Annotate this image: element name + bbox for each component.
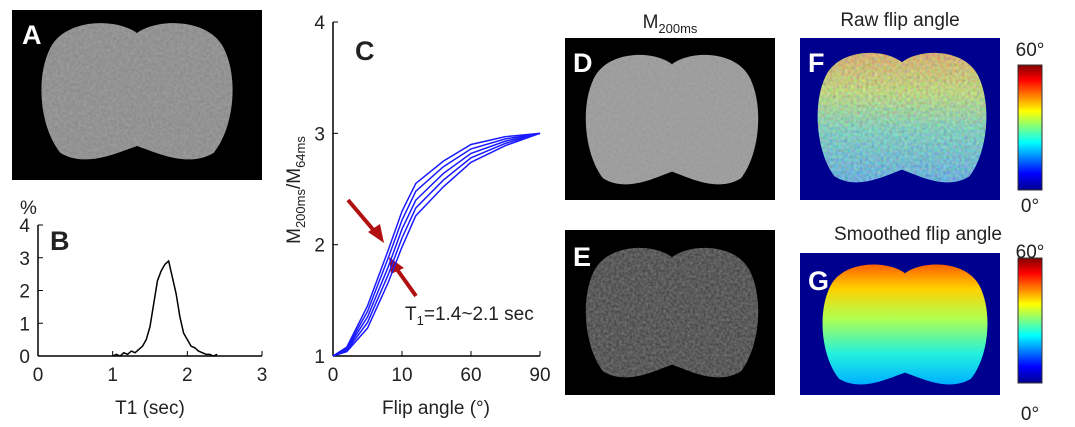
y-tick-label: 1	[314, 347, 325, 368]
y-tick-label: 3	[19, 249, 30, 270]
brain-texture	[585, 247, 759, 378]
y-tick-label: 1	[19, 314, 30, 335]
colorbar-max: 60°	[1016, 242, 1045, 263]
y-tick-label: 2	[314, 236, 325, 257]
x-tick-label: 0	[328, 365, 339, 386]
colorbar-max: 60°	[1016, 40, 1045, 61]
title-part: M	[643, 12, 659, 33]
panel-title: Smoothed flip angle	[834, 224, 1002, 245]
y-label-part: 200ms	[293, 189, 308, 229]
colorbar-min: 0°	[1021, 196, 1039, 217]
annotation-part: =1.4~2.1 sec	[424, 304, 534, 325]
y-label: %	[20, 198, 37, 219]
brain-texture	[585, 54, 759, 185]
arrow	[346, 198, 378, 235]
y-label-part: 64ms	[293, 136, 308, 168]
y-tick-label: 4	[19, 216, 30, 237]
line	[112, 259, 218, 357]
y-label-part: M	[284, 228, 305, 244]
colorbar	[1017, 64, 1043, 191]
annotation-part: 1	[417, 313, 424, 328]
panel-label: G	[808, 266, 829, 296]
y-label: M200ms/M64ms	[284, 136, 308, 244]
line	[332, 132, 541, 357]
x-label: Flip angle (°)	[382, 398, 490, 419]
x-tick-label: 3	[257, 365, 268, 386]
line	[332, 132, 541, 357]
panel-label: F	[808, 48, 825, 78]
panel-label: A	[22, 20, 42, 50]
x-label: T1 (sec)	[115, 398, 185, 419]
panel-title: Raw flip angle	[840, 10, 959, 31]
line	[332, 132, 541, 357]
flip-map	[822, 264, 988, 385]
x-tick-label: 60	[460, 365, 481, 386]
x-tick-label: 90	[529, 365, 550, 386]
arrow	[394, 266, 418, 298]
y-tick-label: 0	[19, 347, 30, 368]
x-tick-label: 0	[33, 365, 44, 386]
annotation: T1=1.4~2.1 sec	[405, 304, 534, 328]
y-tick-label: 2	[19, 282, 30, 303]
x-tick-label: 2	[182, 365, 193, 386]
panel-label: B	[50, 226, 70, 256]
annotation-part: T	[405, 304, 417, 325]
arrow-head	[368, 224, 384, 243]
y-label-part: /M	[284, 168, 305, 189]
flip-noise	[817, 52, 987, 183]
colorbar	[1017, 257, 1043, 384]
title-part: 200ms	[658, 21, 698, 36]
colorbar-min: 0°	[1021, 404, 1039, 425]
line	[332, 132, 541, 357]
panel-title: M200ms	[643, 12, 698, 36]
y-tick-label: 4	[314, 13, 325, 34]
y-tick-label: 3	[314, 124, 325, 145]
x-tick-label: 10	[391, 365, 412, 386]
panel-label: C	[355, 36, 375, 66]
line	[332, 132, 541, 357]
panel-label: D	[573, 48, 593, 78]
panel-label: E	[573, 242, 591, 272]
x-tick-label: 1	[107, 365, 118, 386]
brain-texture	[41, 23, 233, 160]
